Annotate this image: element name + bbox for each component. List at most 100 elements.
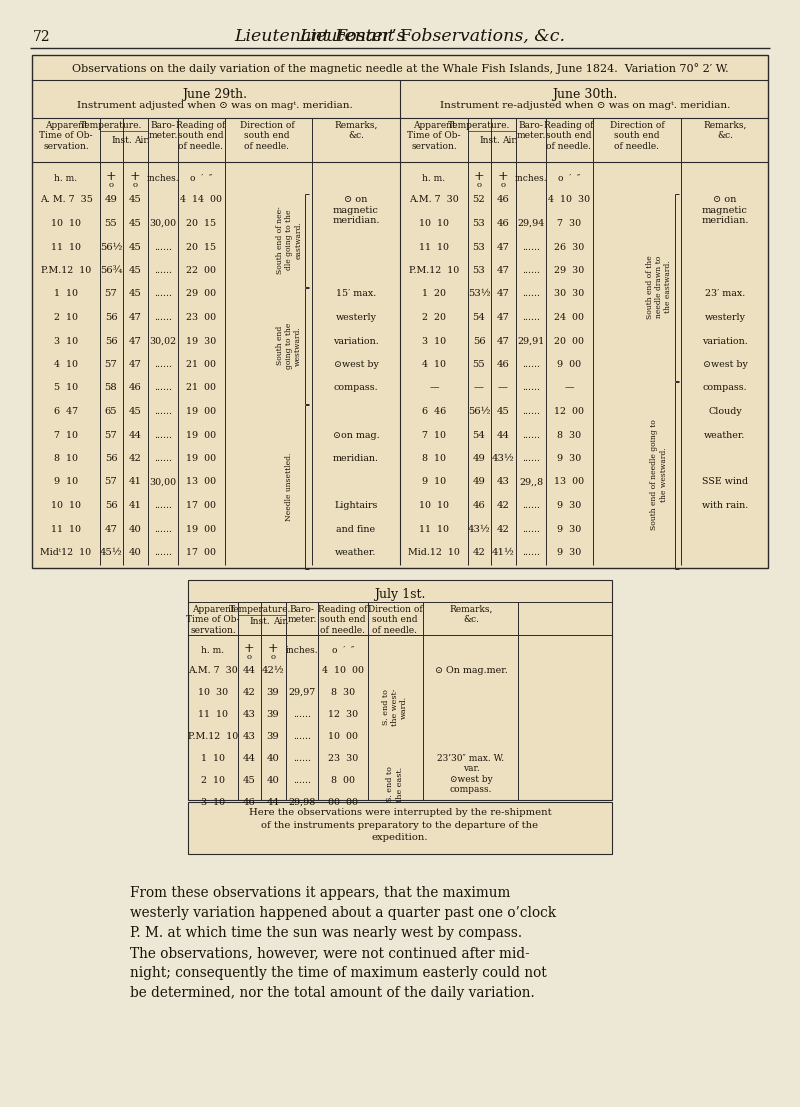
Text: 47: 47 xyxy=(129,313,142,322)
Text: Baro-
meter.: Baro- meter. xyxy=(287,606,317,624)
Text: A.M. 7  30: A.M. 7 30 xyxy=(409,196,459,205)
Text: ......: ...... xyxy=(522,548,540,557)
Text: Temperature.: Temperature. xyxy=(80,121,142,130)
Text: 10  10: 10 10 xyxy=(419,219,449,228)
Text: 56½: 56½ xyxy=(100,242,122,251)
Text: 56: 56 xyxy=(473,337,486,345)
Text: 44: 44 xyxy=(266,798,279,807)
Text: 58: 58 xyxy=(105,383,118,393)
Text: 45: 45 xyxy=(129,266,142,275)
Text: South end of needle going to
the westward.: South end of needle going to the westwar… xyxy=(650,420,667,530)
Text: ......: ...... xyxy=(293,732,311,741)
Text: 11  10: 11 10 xyxy=(419,525,449,534)
Text: 30,02: 30,02 xyxy=(150,337,177,345)
Text: 47: 47 xyxy=(497,266,510,275)
Text: 41½: 41½ xyxy=(492,548,514,557)
Text: 46: 46 xyxy=(497,219,510,228)
Text: 23′ max.: 23′ max. xyxy=(705,290,745,299)
Text: 21  00: 21 00 xyxy=(186,360,216,369)
Text: 9  30: 9 30 xyxy=(557,548,581,557)
Text: 47: 47 xyxy=(497,337,510,345)
Text: 4  10: 4 10 xyxy=(422,360,446,369)
Text: 47: 47 xyxy=(497,242,510,251)
Text: Instrument adjusted when ⊙ was on magᵗ. meridian.: Instrument adjusted when ⊙ was on magᵗ. … xyxy=(77,101,353,110)
Bar xyxy=(32,55,768,568)
Text: 19  00: 19 00 xyxy=(186,454,216,463)
Text: 4  14  00: 4 14 00 xyxy=(180,196,222,205)
Text: 11  10: 11 10 xyxy=(198,710,228,720)
Text: 53: 53 xyxy=(473,266,486,275)
Text: Apparent
Time of Ob-
servation.: Apparent Time of Ob- servation. xyxy=(186,606,240,634)
Text: ......: ...... xyxy=(154,313,172,322)
Text: +: + xyxy=(268,642,278,655)
Text: o: o xyxy=(501,182,506,189)
Text: S. end to
the west-
ward.: S. end to the west- ward. xyxy=(382,689,408,726)
Text: 19  00: 19 00 xyxy=(186,431,216,439)
Text: Air.: Air. xyxy=(134,136,150,145)
Text: 40: 40 xyxy=(129,548,142,557)
Text: Apparent
Time of Ob-
servation.: Apparent Time of Ob- servation. xyxy=(407,121,461,151)
Text: 43: 43 xyxy=(242,710,255,720)
Text: Lightairs: Lightairs xyxy=(334,501,378,510)
Text: 26  30: 26 30 xyxy=(554,242,584,251)
Text: 9  30: 9 30 xyxy=(557,454,581,463)
Text: o  ′  ″: o ′ ″ xyxy=(190,174,212,183)
Text: 47: 47 xyxy=(497,313,510,322)
Text: 56: 56 xyxy=(105,501,118,510)
Text: 45: 45 xyxy=(129,242,142,251)
Text: 40: 40 xyxy=(129,525,142,534)
Text: ......: ...... xyxy=(293,776,311,785)
Text: compass.: compass. xyxy=(334,383,378,393)
Text: 39: 39 xyxy=(266,710,279,720)
Text: and fine: and fine xyxy=(337,525,375,534)
Text: SSE wind: SSE wind xyxy=(702,477,748,486)
Text: 11  10: 11 10 xyxy=(419,242,449,251)
Text: ......: ...... xyxy=(154,360,172,369)
Text: ⊙west by: ⊙west by xyxy=(702,360,747,369)
Text: 7  10: 7 10 xyxy=(54,431,78,439)
Text: 56: 56 xyxy=(105,454,118,463)
Text: 72: 72 xyxy=(33,30,50,44)
Text: westerly: westerly xyxy=(335,313,377,322)
Text: 46: 46 xyxy=(129,383,142,393)
Text: 43: 43 xyxy=(242,732,255,741)
Text: July 1st.: July 1st. xyxy=(374,588,426,601)
Text: 4  10  00: 4 10 00 xyxy=(322,666,364,675)
Text: 10  00: 10 00 xyxy=(328,732,358,741)
Text: 4  10: 4 10 xyxy=(54,360,78,369)
Text: P.M.12  10: P.M.12 10 xyxy=(409,266,459,275)
Text: 1  10: 1 10 xyxy=(201,754,225,763)
Text: 30  30: 30 30 xyxy=(554,290,584,299)
Text: 19  30: 19 30 xyxy=(186,337,216,345)
Text: +: + xyxy=(474,170,484,183)
Text: 19  00: 19 00 xyxy=(186,525,216,534)
Text: 24  00: 24 00 xyxy=(554,313,584,322)
Text: Reading of
south end
of needle.: Reading of south end of needle. xyxy=(544,121,594,151)
Text: 46: 46 xyxy=(242,798,255,807)
Text: 42: 42 xyxy=(473,548,486,557)
Text: ......: ...... xyxy=(522,383,540,393)
Text: Mid.12  10: Mid.12 10 xyxy=(408,548,460,557)
Text: 10  10: 10 10 xyxy=(419,501,449,510)
Text: P.M.12  10: P.M.12 10 xyxy=(41,266,91,275)
Text: westerly: westerly xyxy=(705,313,746,322)
Text: 21  00: 21 00 xyxy=(186,383,216,393)
Text: ......: ...... xyxy=(154,501,172,510)
Text: 17  00: 17 00 xyxy=(186,548,216,557)
Text: 55: 55 xyxy=(105,219,118,228)
Text: 7  10: 7 10 xyxy=(422,431,446,439)
Text: —: — xyxy=(474,383,484,393)
Text: 45: 45 xyxy=(129,219,142,228)
Text: 43: 43 xyxy=(497,477,510,486)
Text: Remarks,
&c.: Remarks, &c. xyxy=(450,606,493,624)
Text: From these observations it appears, that the maximum
westerly variation happened: From these observations it appears, that… xyxy=(130,886,556,1001)
Text: 9  10: 9 10 xyxy=(422,477,446,486)
Text: Lieutenant: Lieutenant xyxy=(299,28,400,45)
Text: 56: 56 xyxy=(105,337,118,345)
Text: ......: ...... xyxy=(154,407,172,416)
Text: ......: ...... xyxy=(522,313,540,322)
Text: 3  10: 3 10 xyxy=(54,337,78,345)
Text: Instrument re-adjusted when ⊙ was on magᵗ. meridian.: Instrument re-adjusted when ⊙ was on mag… xyxy=(440,101,730,110)
Text: ......: ...... xyxy=(293,754,311,763)
Text: 11  10: 11 10 xyxy=(51,525,81,534)
